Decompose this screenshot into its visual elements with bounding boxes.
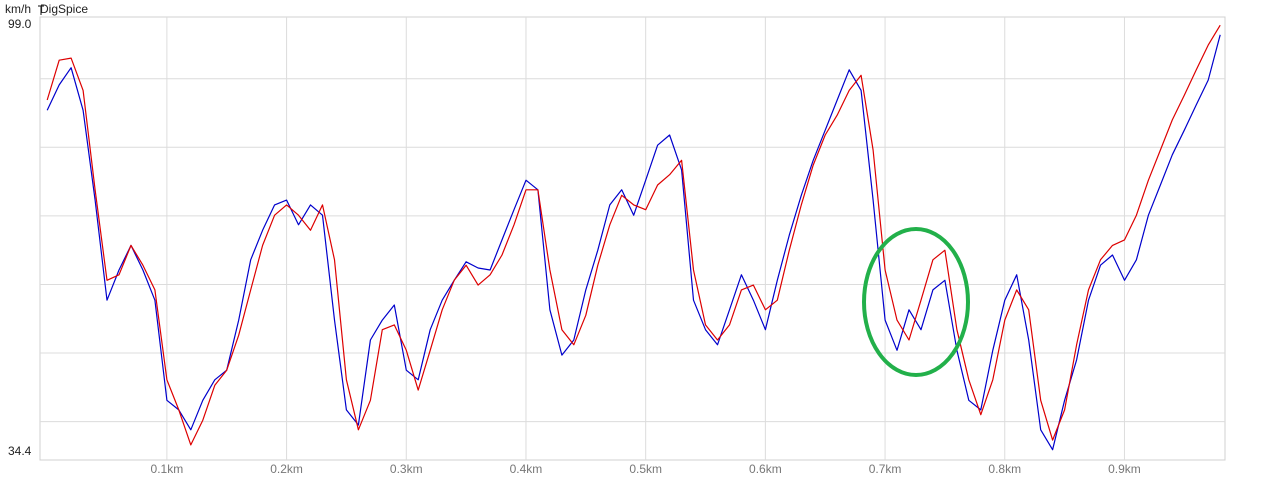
plot-area	[39, 16, 1226, 461]
y-tick-label: 99.0	[8, 17, 32, 31]
app-icon	[38, 5, 44, 15]
x-tick-label: 0.3km	[390, 462, 423, 476]
series-line	[46, 24, 1221, 446]
x-tick-label: 0.7km	[869, 462, 902, 476]
x-tick-label: 0.8km	[988, 462, 1021, 476]
unit-label: km/h	[5, 2, 31, 16]
lines	[46, 24, 1221, 451]
grid	[40, 17, 1225, 460]
x-tick-label: 0.9km	[1108, 462, 1141, 476]
x-tick-label: 0.1km	[151, 462, 184, 476]
x-tick-label: 0.6km	[749, 462, 782, 476]
chart-title: DigSpice	[40, 2, 88, 16]
x-tick-label: 0.4km	[510, 462, 543, 476]
x-tick-label: 0.2km	[270, 462, 303, 476]
highlight-ellipse	[862, 227, 970, 377]
y-tick-label: 34.4	[8, 444, 32, 458]
series-line	[46, 34, 1221, 451]
x-tick-label: 0.5km	[629, 462, 662, 476]
